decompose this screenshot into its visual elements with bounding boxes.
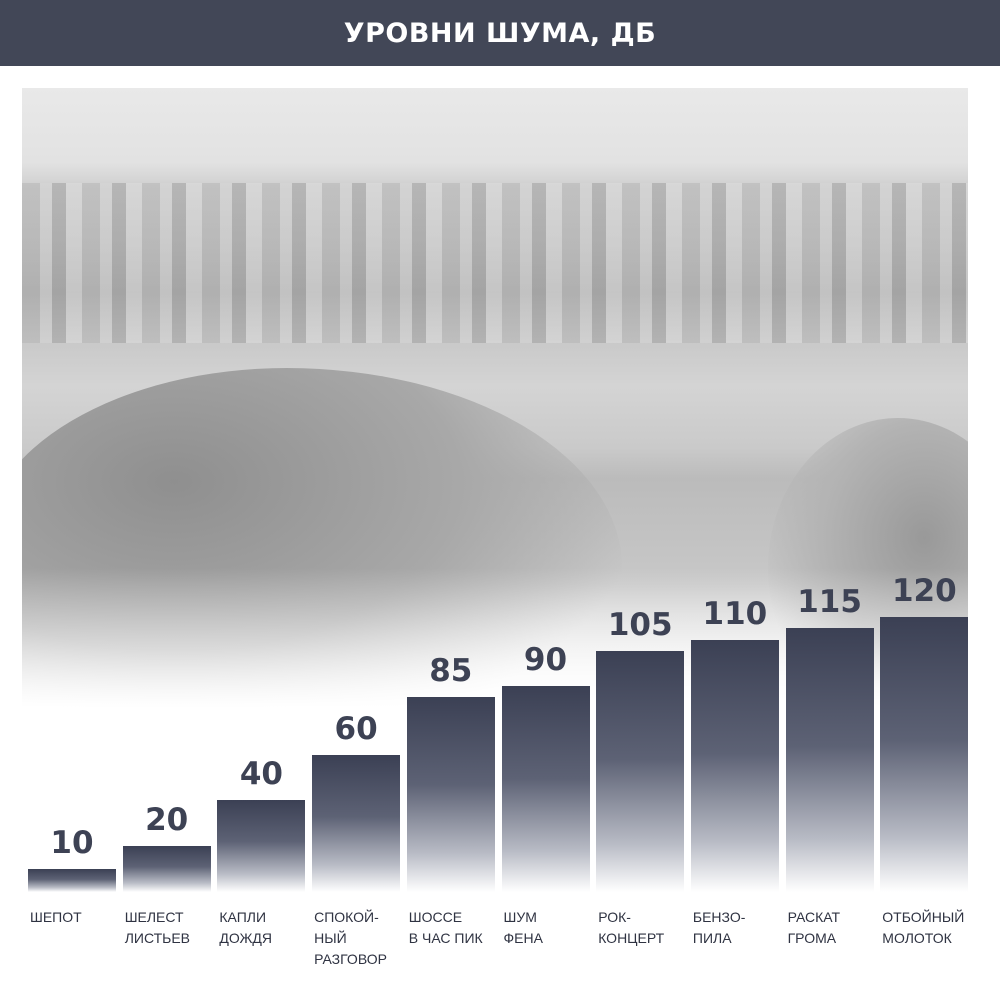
- data-label: 10: [50, 825, 94, 862]
- data-label: 90: [523, 641, 568, 678]
- category-label: СПОКОЙ- НЫЙ РАЗГОВОР: [314, 909, 387, 967]
- category-label: РАСКАТ ГРОМА: [787, 909, 841, 946]
- chart-title: УРОВНИ ШУМА, ДБ: [343, 17, 657, 49]
- category-label: КАПЛИ ДОЖДЯ: [219, 909, 272, 946]
- bar-4: [406, 697, 495, 892]
- category-label: ШЕЛЕСТ ЛИСТЬЕВ: [124, 909, 190, 946]
- category-label: РОК- КОНЦЕРТ: [598, 909, 665, 946]
- data-label: 40: [239, 756, 283, 793]
- data-label: 20: [145, 802, 189, 839]
- bar-8: [785, 628, 874, 892]
- data-label: 120: [891, 573, 957, 609]
- header-bar: УРОВНИ ШУМА, ДБ: [0, 0, 1000, 66]
- bar-2: [217, 800, 306, 892]
- background-city-photo: [22, 88, 968, 708]
- bar-9: [880, 617, 969, 892]
- bar-0: [28, 869, 116, 892]
- category-label: ШУМ ФЕНА: [503, 909, 543, 946]
- bar-6: [596, 651, 685, 892]
- data-label: 110: [702, 595, 768, 632]
- bar-1: [122, 846, 211, 892]
- category-label: ОТБОЙНЫЙ МОЛОТОК: [882, 909, 965, 946]
- bar-3: [312, 754, 401, 892]
- data-label: 85: [429, 653, 473, 690]
- bar-5: [501, 685, 590, 892]
- data-label: 60: [334, 710, 378, 747]
- category-label: ШОССЕ В ЧАС ПИК: [408, 909, 483, 946]
- data-label: 105: [607, 607, 673, 644]
- bar-7: [690, 639, 779, 892]
- data-label: 115: [797, 584, 862, 621]
- category-label: ШЕПОТ: [30, 909, 82, 925]
- category-label: БЕНЗО- ПИЛА: [692, 909, 746, 946]
